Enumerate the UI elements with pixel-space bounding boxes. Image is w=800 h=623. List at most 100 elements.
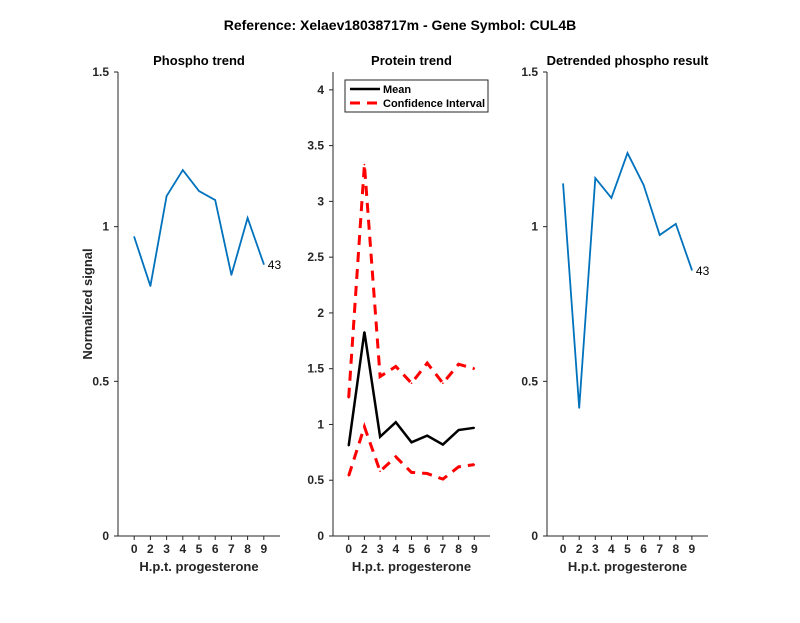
y-tick-label: 2.5	[307, 250, 324, 264]
data-point	[246, 217, 249, 219]
x-tick-label: 8	[455, 542, 462, 556]
y-tick-label: 4	[317, 83, 324, 97]
x-tick-label: 5	[196, 542, 203, 556]
y-tick-label: 2	[317, 306, 324, 320]
x-tick-label: 3	[592, 542, 599, 556]
x-tick-label: 2	[361, 542, 368, 556]
y-tick-label: 0	[102, 529, 109, 543]
x-tick-label: 6	[424, 542, 431, 556]
data-point	[347, 444, 350, 447]
data-point	[149, 285, 152, 287]
x-tick-label: 4	[179, 542, 186, 556]
data-point	[442, 443, 444, 446]
x-axis-label: H.p.t. progesterone	[568, 559, 687, 574]
data-point	[363, 331, 366, 333]
data-point	[426, 472, 429, 475]
x-tick-label: 7	[440, 542, 447, 556]
axes-title: Protein trend	[371, 53, 452, 68]
data-point	[691, 269, 693, 271]
x-tick-label: 4	[392, 542, 399, 556]
data-point	[562, 183, 564, 185]
x-axis-label: H.p.t. progesterone	[139, 559, 258, 574]
axes-title: Phospho trend	[153, 53, 245, 68]
y-tick-label: 0.5	[307, 473, 324, 487]
x-tick-label: 4	[608, 542, 615, 556]
data-point	[457, 466, 460, 468]
y-tick-label: 0.5	[521, 374, 538, 388]
data-point	[230, 274, 233, 276]
axes-3: Detrended phospho result H.p.t. progester…	[521, 53, 709, 574]
y-tick-label: 1	[531, 220, 538, 234]
x-tick-label: 9	[471, 542, 478, 556]
data-point	[675, 223, 677, 225]
legend-label-mean: Mean	[383, 84, 411, 96]
data-point	[165, 195, 168, 197]
data-point	[626, 152, 629, 154]
x-tick-label: 9	[689, 542, 696, 556]
y-tick-label: 0	[317, 529, 324, 543]
y-axis-label: Normalized signal	[80, 248, 95, 359]
legend-label-ci: Confidence Interval	[383, 98, 485, 110]
data-point	[379, 470, 381, 473]
series-line-detrended	[562, 150, 693, 409]
data-point	[473, 463, 476, 466]
y-tick-label: 1	[102, 220, 109, 234]
x-tick-label: 5	[408, 542, 415, 556]
x-tick-label: 6	[212, 542, 219, 556]
x-tick-label: 0	[131, 542, 138, 556]
x-tick-label: 6	[640, 542, 647, 556]
y-tick-label: 1.5	[307, 362, 324, 376]
x-tick-label: 2	[576, 542, 583, 556]
axes-1: Phospho trend H.p.t. progesterone Normaliz…	[80, 53, 281, 574]
x-tick-label: 8	[244, 542, 251, 556]
data-point	[426, 434, 429, 437]
x-tick-label: 5	[624, 542, 631, 556]
y-tick-label: 1.5	[92, 65, 109, 79]
data-point	[457, 429, 460, 431]
data-point	[379, 435, 381, 438]
data-point	[347, 396, 350, 399]
x-tick-label: 9	[260, 542, 267, 556]
x-tick-label: 7	[656, 542, 663, 556]
data-point	[642, 184, 645, 186]
data-point	[214, 199, 216, 201]
data-point	[457, 363, 460, 366]
x-tick-label: 0	[560, 542, 567, 556]
series-line-mean	[347, 331, 475, 447]
series-line-phospho	[133, 168, 265, 287]
y-tick-label: 0.5	[92, 374, 109, 388]
x-tick-label: 0	[345, 542, 352, 556]
data-point	[442, 478, 444, 480]
x-tick-label: 3	[377, 542, 384, 556]
x-tick-label: 7	[228, 542, 235, 556]
y-tick-label: 3.5	[307, 139, 324, 153]
data-point	[473, 367, 476, 370]
data-point	[410, 441, 413, 444]
data-point	[395, 365, 397, 368]
data-point	[347, 474, 350, 477]
data-point	[182, 169, 184, 171]
point-annotation: 43	[268, 258, 282, 272]
point-annotation: 43	[696, 264, 710, 278]
data-point	[594, 177, 597, 179]
x-axis-label: H.p.t. progesterone	[352, 559, 471, 574]
data-point	[473, 427, 476, 429]
x-tick-label: 3	[163, 542, 170, 556]
data-point	[198, 190, 200, 192]
data-point	[263, 263, 265, 265]
data-point	[395, 421, 397, 424]
data-point	[658, 234, 661, 236]
figure-suptitle: Reference: Xelaev18038717m - Gene Symbol…	[224, 17, 577, 33]
data-point	[379, 375, 381, 378]
data-point	[410, 471, 413, 474]
data-point	[410, 382, 413, 384]
legend-box	[344, 79, 489, 113]
y-tick-label: 1	[317, 417, 324, 431]
axes-title: Detrended phospho result	[547, 53, 709, 68]
y-tick-label: 1.5	[521, 65, 538, 79]
y-tick-label: 3	[317, 194, 324, 208]
data-point	[610, 197, 613, 199]
